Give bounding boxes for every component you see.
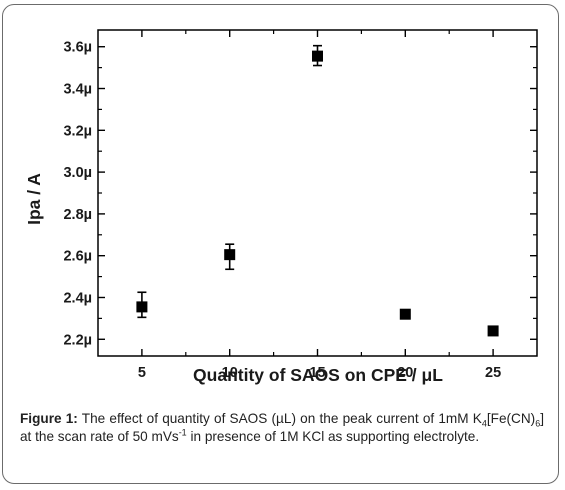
data-point	[224, 249, 236, 261]
y-axis-label: Ipa / A	[24, 173, 44, 225]
figure-frame	[2, 4, 559, 484]
x-tick-label: 20	[397, 365, 413, 381]
caption-label: Figure 1:	[20, 411, 78, 426]
y-tick-label: 2.4µ	[63, 290, 92, 306]
data-point	[487, 325, 499, 337]
caption-text-1: The effect of quantity of SAOS (µL) on t…	[77, 411, 482, 426]
y-tick-label: 3.0µ	[63, 165, 92, 181]
data-points	[136, 44, 499, 337]
caption-sub-1: 4	[481, 418, 487, 429]
data-point	[136, 301, 148, 313]
caption-text-2: [Fe(CN)	[486, 411, 536, 426]
x-tick-label: 5	[138, 365, 146, 381]
data-point	[312, 50, 323, 62]
x-axis-label: Quantity of SAOS on CPE / μL	[193, 365, 443, 385]
caption-text-3: ] at the scan rate of 50 mVs	[20, 411, 544, 444]
y-tick-label: 3.4µ	[63, 82, 92, 98]
caption-sub-2: 6	[535, 418, 541, 429]
x-tick-label: 15	[309, 365, 325, 381]
scatter-chart: 2.2µ 2.4µ 2.6µ 2.8µ 3.0µ 3.2µ 3.4µ 3.6µ 5 10 15 20…	[24, 29, 538, 385]
x-tick-label: 10	[222, 365, 238, 381]
y-tick-label: 3.2µ	[63, 123, 92, 139]
y-tick-label: 2.6µ	[63, 249, 92, 265]
y-tick-label: 3.6µ	[63, 40, 92, 56]
caption-text-4: in presence of 1M KCl as supporting elec…	[186, 429, 480, 444]
caption-sup-1: -1	[178, 427, 187, 438]
x-axis-ticks: 5 10 15 20 25	[138, 30, 501, 381]
y-axis-ticks: 2.2µ 2.4µ 2.6µ 2.8µ 3.0µ 3.2µ 3.4µ 3.6µ	[63, 40, 537, 348]
figure-caption: Figure 1: The effect of quantity of SAOS…	[20, 410, 544, 446]
data-point	[399, 308, 411, 320]
y-tick-label: 2.8µ	[63, 207, 92, 223]
plot-area-border	[97, 29, 538, 357]
plot-axes	[97, 29, 538, 357]
x-tick-label: 25	[485, 365, 501, 381]
y-tick-label: 2.2µ	[63, 332, 92, 348]
